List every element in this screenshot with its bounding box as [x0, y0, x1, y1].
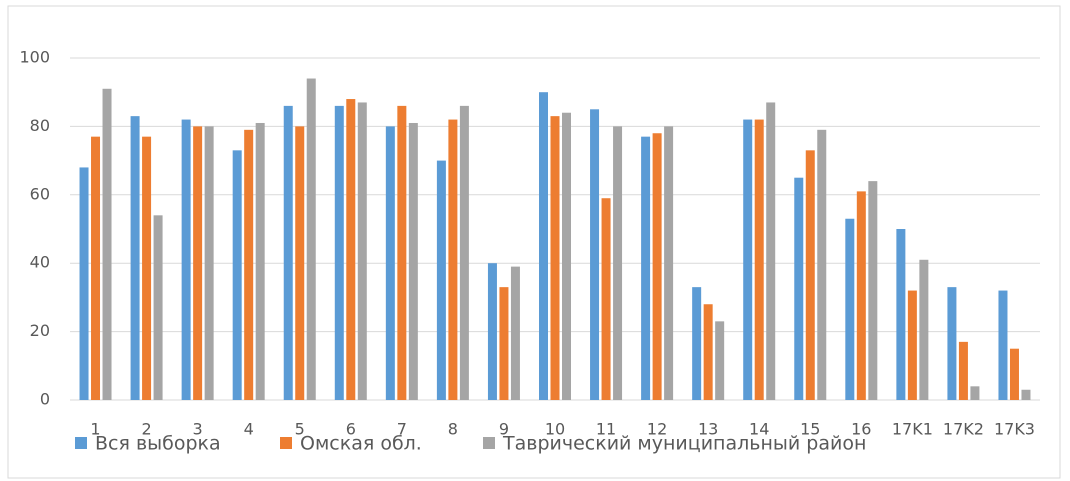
- bar: [346, 99, 356, 400]
- bar: [91, 136, 101, 400]
- bar: [181, 119, 191, 400]
- bar: [193, 126, 203, 401]
- legend-swatch: [483, 437, 495, 449]
- x-tick-label: 17K1: [892, 420, 933, 439]
- bar: [539, 92, 548, 400]
- legend-label: Омская обл.: [300, 433, 422, 455]
- x-tick-label: 3: [193, 420, 203, 439]
- x-tick-label: 1: [90, 420, 100, 439]
- x-tick-label: 8: [448, 420, 458, 439]
- bar: [255, 122, 265, 400]
- bar: [766, 102, 776, 401]
- bar: [794, 177, 804, 400]
- bar: [601, 198, 611, 400]
- bar: [283, 105, 293, 400]
- legend-swatch: [75, 437, 87, 449]
- bar: [102, 88, 112, 400]
- bar: [641, 136, 651, 400]
- bar: [919, 259, 929, 400]
- y-tick-label: 40: [30, 253, 50, 272]
- bar: [510, 266, 520, 400]
- bar: [817, 129, 827, 400]
- bar: [385, 126, 395, 401]
- x-tick-label: 2: [141, 420, 151, 439]
- legend-label: Таврический муниципальный район: [502, 433, 866, 455]
- bar: [334, 105, 344, 400]
- bar: [754, 119, 764, 400]
- x-tick-label: 13: [698, 420, 718, 439]
- bar: [970, 386, 980, 400]
- x-tick-label: 5: [295, 420, 305, 439]
- bar: [142, 136, 152, 400]
- bar: [715, 321, 725, 400]
- bar: [613, 126, 623, 401]
- y-tick-label: 60: [30, 184, 50, 203]
- bar: [652, 133, 662, 401]
- bar: [232, 150, 242, 400]
- legend-label: Вся выборка: [95, 433, 221, 455]
- bar: [947, 287, 957, 400]
- x-tick-label: 17K2: [943, 420, 984, 439]
- x-tick-label: 10: [545, 420, 565, 439]
- y-tick-label: 0: [40, 390, 50, 409]
- bar: [459, 105, 469, 400]
- x-tick-label: 17K3: [994, 420, 1035, 439]
- bar: [550, 116, 560, 400]
- bar: [79, 167, 89, 400]
- bar: [692, 287, 702, 400]
- bar: [448, 119, 458, 400]
- bar: [856, 191, 866, 400]
- bar: [130, 116, 140, 400]
- y-tick-label: 20: [30, 321, 50, 340]
- bar: [244, 129, 254, 400]
- x-tick-label: 12: [647, 420, 667, 439]
- bar: [1021, 389, 1031, 400]
- bar: [408, 122, 418, 400]
- bar: [357, 102, 367, 401]
- bar: [868, 181, 878, 400]
- x-tick-label: 9: [499, 420, 509, 439]
- x-tick-label: 15: [800, 420, 820, 439]
- x-tick-label: 7: [397, 420, 407, 439]
- bar: [590, 109, 600, 401]
- bar: [153, 215, 163, 400]
- x-tick-label: 14: [749, 420, 769, 439]
- x-tick-label: 16: [851, 420, 871, 439]
- bar: [845, 218, 855, 400]
- bar: [743, 119, 753, 400]
- x-tick-label: 4: [244, 420, 254, 439]
- bar: [664, 126, 674, 401]
- bar: [562, 112, 571, 400]
- y-tick-label: 100: [19, 48, 50, 67]
- bar: [436, 160, 446, 400]
- bar: [896, 229, 906, 400]
- x-tick-label: 6: [346, 420, 356, 439]
- bar: [907, 290, 917, 400]
- bar: [295, 126, 305, 401]
- y-tick-label: 80: [30, 116, 50, 135]
- bar: [306, 78, 316, 401]
- bar: [805, 150, 815, 400]
- bar: [1009, 348, 1019, 400]
- bar: [204, 126, 214, 401]
- legend-swatch: [280, 437, 292, 449]
- bar: [487, 263, 497, 400]
- bar: [499, 287, 509, 400]
- bar: [998, 290, 1008, 400]
- bar: [397, 105, 407, 400]
- bar: [958, 341, 968, 400]
- bar: [703, 304, 713, 400]
- x-tick-label: 11: [596, 420, 616, 439]
